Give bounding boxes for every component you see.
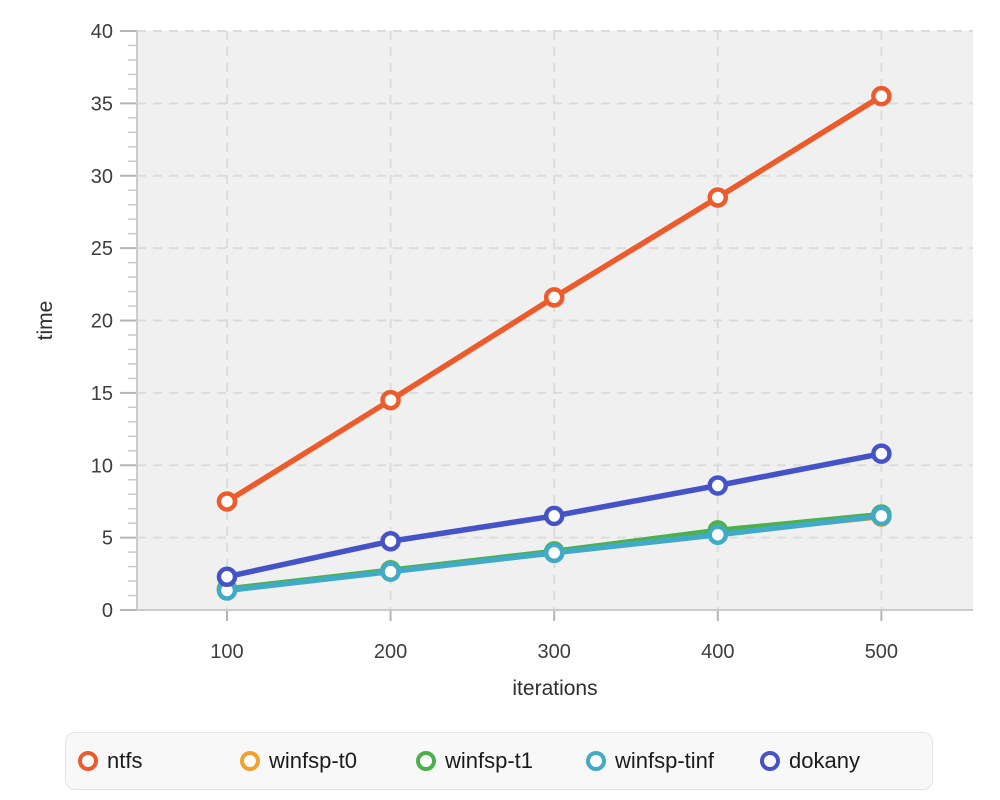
series-dokany bbox=[216, 443, 892, 587]
marker-ntfs bbox=[543, 287, 565, 308]
y-major-ticks bbox=[120, 30, 137, 611]
y-tick-labels: 0 5 10 15 20 25 30 35 40 bbox=[91, 21, 113, 622]
marker-dokany bbox=[871, 443, 892, 464]
chart-legend: ntfs winfsp-t0 winfsp-t1 winfsp-tinf dok… bbox=[65, 732, 933, 790]
series-ntfs bbox=[216, 85, 892, 512]
legend-marker-ntfs-icon bbox=[78, 751, 98, 771]
marker-dokany bbox=[707, 475, 729, 496]
marker-ntfs bbox=[380, 389, 401, 411]
svg-text:100: 100 bbox=[210, 641, 243, 663]
svg-text:30: 30 bbox=[91, 166, 113, 188]
y-minor-ticks bbox=[128, 44, 137, 597]
legend-label-winfsp-t1: winfsp-t1 bbox=[445, 748, 534, 773]
svg-text:35: 35 bbox=[91, 93, 113, 115]
x-major-ticks bbox=[225, 610, 883, 621]
legend-item-winfsp-t1: winfsp-t1 bbox=[416, 733, 533, 789]
legend-label-winfsp-t0: winfsp-t0 bbox=[269, 748, 358, 773]
legend-marker-winfsp-tinf-icon bbox=[586, 751, 606, 771]
svg-text:40: 40 bbox=[91, 21, 113, 43]
svg-text:200: 200 bbox=[374, 641, 407, 663]
svg-text:0: 0 bbox=[102, 600, 113, 622]
svg-text:300: 300 bbox=[537, 641, 570, 663]
marker-winfsp-tinf bbox=[707, 524, 729, 545]
svg-text:10: 10 bbox=[91, 455, 113, 477]
legend-label-dokany: dokany bbox=[789, 748, 860, 773]
marker-winfsp-tinf bbox=[871, 505, 892, 527]
svg-text:20: 20 bbox=[91, 311, 113, 333]
legend-item-winfsp-t0: winfsp-t0 bbox=[240, 733, 357, 789]
svg-text:5: 5 bbox=[102, 528, 113, 550]
legend-marker-winfsp-t0-icon bbox=[240, 751, 260, 771]
x-tick-labels: 100 200 300 400 500 bbox=[210, 641, 898, 663]
legend-label-ntfs: ntfs bbox=[107, 748, 143, 773]
svg-text:25: 25 bbox=[91, 238, 113, 260]
marker-winfsp-tinf bbox=[380, 561, 401, 582]
marker-dokany bbox=[380, 530, 401, 552]
marker-dokany bbox=[216, 566, 238, 587]
marker-ntfs bbox=[216, 491, 238, 512]
legend-marker-winfsp-t1-icon bbox=[416, 751, 436, 771]
svg-text:500: 500 bbox=[865, 641, 898, 663]
marker-ntfs bbox=[707, 187, 729, 208]
legend-item-dokany: dokany bbox=[760, 733, 860, 789]
marker-dokany bbox=[543, 505, 565, 527]
legend-item-winfsp-tinf: winfsp-tinf bbox=[586, 733, 714, 789]
legend-item-ntfs: ntfs bbox=[78, 733, 142, 789]
marker-winfsp-tinf bbox=[543, 542, 565, 564]
x-axis-title: iterations bbox=[512, 677, 597, 700]
legend-marker-dokany-icon bbox=[760, 751, 780, 771]
svg-text:15: 15 bbox=[91, 383, 113, 405]
svg-text:400: 400 bbox=[701, 641, 734, 663]
series-winfsp-tinf bbox=[216, 505, 892, 601]
y-axis-title: time bbox=[34, 301, 57, 341]
legend-label-winfsp-tinf: winfsp-tinf bbox=[615, 748, 715, 773]
marker-ntfs bbox=[871, 85, 892, 107]
